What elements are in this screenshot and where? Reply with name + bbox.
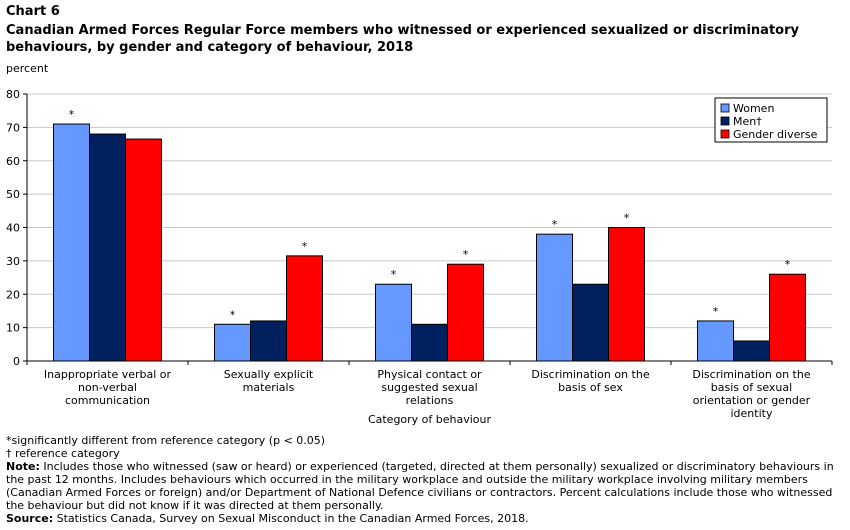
legend-box: [714, 97, 828, 143]
y-tick-label: 20: [6, 288, 20, 301]
methodology-note: Note: Includes those who witnessed (saw …: [6, 460, 844, 512]
category-label: Sexually explicit: [224, 368, 314, 381]
bar-2-1: [89, 133, 126, 362]
bar-2-4: [572, 283, 609, 362]
category-label: relations: [406, 394, 454, 407]
category-label: suggested sexual: [381, 381, 477, 394]
category-label: basis of sex: [558, 381, 623, 394]
bar-chart: percent 0 10 20 30 40 50 60 70 80 * Inappropriate v…: [6, 62, 833, 426]
category-label: orientation or gender: [693, 394, 811, 407]
bar-1-2: [214, 323, 251, 362]
bar-3-4: [608, 227, 645, 362]
source-text: Statistics Canada, Survey on Sexual Misc…: [53, 512, 529, 525]
y-tick-label: 30: [6, 255, 20, 268]
bar-2-5: [733, 340, 770, 362]
bar-1-5: [697, 320, 734, 362]
bar-1-3: [375, 283, 412, 362]
bar-1-4: [536, 233, 573, 362]
legend-swatch: [720, 103, 730, 113]
source-note: Source: Statistics Canada, Survey on Sex…: [6, 512, 844, 525]
significance-marker: *: [624, 212, 630, 225]
legend-swatch: [720, 116, 730, 126]
y-tick-label: 10: [6, 322, 20, 335]
bar-3-3: [447, 263, 484, 362]
bar-2-2: [250, 320, 287, 362]
y-tick-label: 40: [6, 222, 20, 235]
source-label: Source:: [6, 512, 54, 525]
bar-3-2: [286, 255, 323, 362]
y-axis-label: percent: [6, 62, 49, 75]
bar-2-3: [411, 323, 448, 362]
significance-marker: *: [230, 308, 236, 321]
y-tick-label: 50: [6, 188, 20, 201]
bar-3-1: [125, 138, 162, 362]
significance-marker: *: [713, 305, 719, 318]
y-tick-label: 80: [6, 88, 20, 101]
chart-title: Canadian Armed Forces Regular Force memb…: [6, 23, 799, 55]
legend-swatch: [720, 129, 730, 139]
category-label: Inappropriate verbal or: [44, 368, 172, 381]
significance-marker: *: [302, 240, 308, 253]
note-label: Note:: [6, 460, 40, 473]
y-tick-label: 0: [13, 355, 20, 368]
significance-marker: *: [785, 258, 791, 271]
category-label: basis of sexual: [711, 381, 792, 394]
category-label: Physical contact or: [377, 368, 482, 381]
y-tick-label: 60: [6, 155, 20, 168]
bar-1-1: [53, 123, 90, 362]
x-axis-title: Category of behaviour: [368, 413, 492, 426]
chart-label: Chart 6: [6, 4, 60, 19]
y-tick-label: 70: [6, 121, 20, 134]
category-label: communication: [65, 394, 150, 407]
bar-3-5: [769, 273, 806, 362]
legend-entry: Women: [733, 102, 774, 115]
legend-entry: Men†: [733, 115, 762, 128]
significance-marker: *: [391, 268, 397, 281]
category-label: Discrimination on the: [692, 368, 810, 381]
note-text: Includes those who witnessed (saw or hea…: [6, 460, 834, 512]
significance-marker: *: [463, 248, 469, 261]
significance-note: *significantly different from reference …: [6, 434, 326, 447]
legend-entry: Gender diverse: [733, 128, 818, 141]
significance-marker: *: [69, 108, 75, 121]
reference-note: † reference category: [6, 447, 120, 460]
category-label: identity: [731, 407, 773, 420]
category-label: non-verbal: [78, 381, 137, 394]
significance-marker: *: [552, 218, 558, 231]
category-label: Discrimination on the: [531, 368, 649, 381]
category-label: materials: [243, 381, 295, 394]
chart-notes: *significantly different from reference …: [6, 434, 844, 525]
